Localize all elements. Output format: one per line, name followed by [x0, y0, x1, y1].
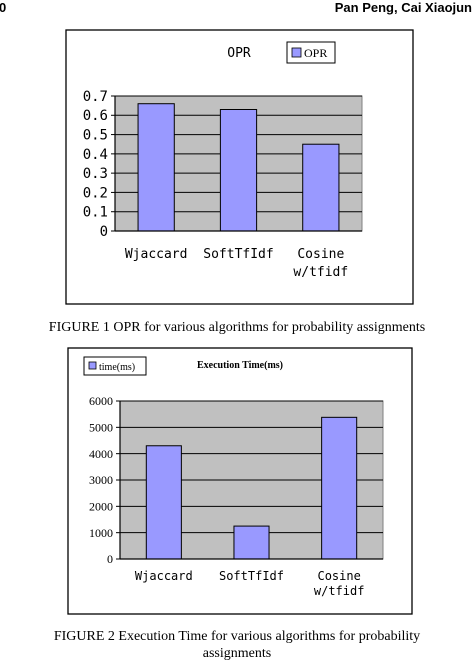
figure-2-caption: FIGURE 2 Execution Time for various algo… — [0, 628, 474, 662]
x-tick-label: Cosine — [317, 569, 360, 583]
running-header-authors: Pan Peng, Cai Xiaojun — [334, 0, 472, 15]
x-tick-label: Wjaccard — [125, 247, 188, 262]
bar — [233, 525, 270, 560]
chart-title: OPR — [227, 46, 251, 61]
legend-label: OPR — [304, 46, 327, 60]
execution-time-chart: Execution Time(ms) time(ms) 0 1000 2000 300… — [67, 347, 413, 615]
y-tick-label: 6000 — [89, 394, 113, 408]
y-tick-label: 4000 — [89, 447, 113, 461]
legend: time(ms) — [83, 356, 147, 376]
x-tick-label: w/tfidf — [293, 265, 348, 280]
bar — [145, 445, 182, 560]
y-tick-label: 0.6 — [83, 108, 108, 124]
page-number: 0 — [0, 0, 7, 15]
bar — [219, 109, 258, 232]
legend: OPR — [286, 41, 336, 64]
bar — [302, 143, 340, 232]
opr-chart: OPR OPR 0 0.1 0.2 0.3 0.4 0.5 0.6 0.7 Wjaccard So… — [65, 29, 414, 305]
y-tick-label: 3000 — [89, 473, 113, 487]
legend-box — [286, 41, 336, 64]
legend-swatch — [291, 47, 302, 58]
y-tick-label: 0.7 — [83, 89, 108, 105]
bar — [137, 103, 175, 232]
x-tick-label: w/tfidf — [314, 584, 365, 598]
x-tick-label: Wjaccard — [135, 569, 193, 583]
y-tick-label: 0.2 — [83, 185, 108, 201]
figure-2-caption-line-1: FIGURE 2 Execution Time for various algo… — [53, 629, 421, 644]
y-tick-label: 0.5 — [83, 127, 108, 143]
legend-box — [83, 356, 147, 376]
chart-title: Execution Time(ms) — [197, 360, 283, 371]
y-tick-label: 1000 — [89, 526, 113, 540]
x-tick-label: SoftTfIdf — [219, 569, 284, 583]
y-tick-label: 2000 — [89, 500, 113, 514]
y-tick-label: 0 — [107, 552, 113, 566]
bar — [321, 416, 358, 560]
y-tick-label: 5000 — [89, 421, 113, 435]
y-tick-label: 0 — [100, 224, 108, 240]
x-tick-label: Cosine — [297, 247, 344, 262]
x-tick-label: SoftTfIdf — [203, 247, 273, 262]
figure-1-caption: FIGURE 1 OPR for various algorithms for … — [48, 320, 426, 335]
legend-swatch — [88, 361, 97, 370]
figure-2-caption-line-2: assignments — [202, 646, 272, 661]
legend-label: time(ms) — [99, 362, 135, 373]
y-tick-label: 0.3 — [83, 166, 108, 182]
y-tick-label: 0.1 — [83, 205, 108, 221]
y-tick-label: 0.4 — [83, 147, 108, 163]
